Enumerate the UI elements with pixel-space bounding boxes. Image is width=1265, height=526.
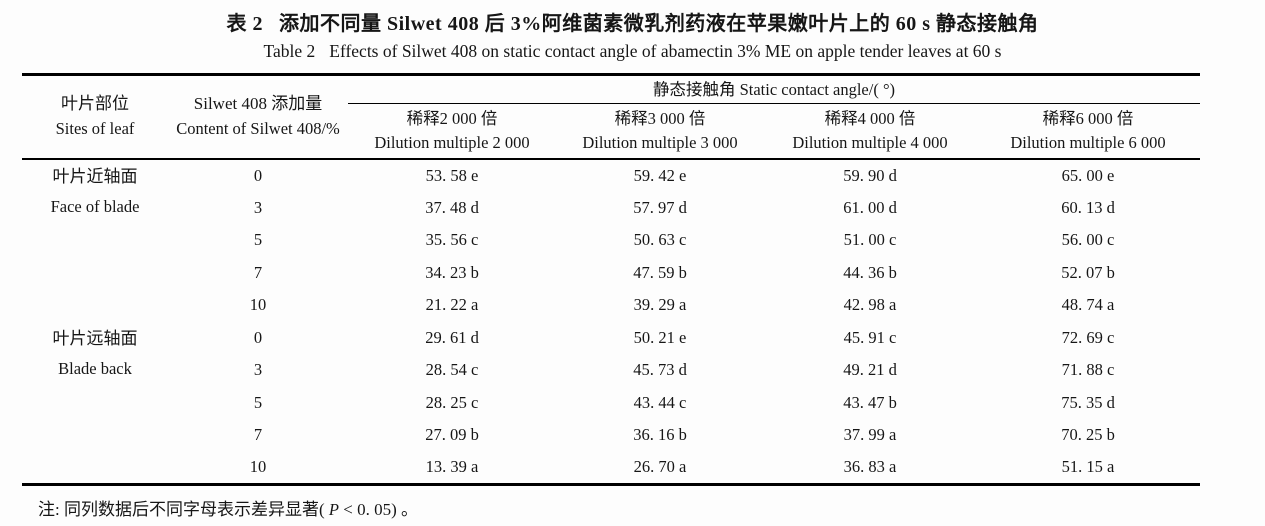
value-cell: 34. 23 b [425,262,479,282]
value-cell: 28. 25 c [425,392,479,412]
header-row-dilutions: 稀释2 000 倍 Dilution multiple 2 000 稀释3 00… [22,103,1200,160]
table-number-en: Table 2 [263,41,316,61]
dilution-label-en: Dilution multiple 2 000 [374,133,530,152]
value-cell: 36. 83 a [843,457,897,476]
header-site-cn: 叶片部位 [61,94,129,113]
value-cell: 42. 98 a [843,295,897,315]
header-content-cn: Silwet 408 添加量 [193,94,323,113]
value-cell: 36. 16 b [633,425,687,445]
value-cell: 45. 91 c [843,327,897,347]
value-cell: 47. 59 b [633,262,687,282]
value-cell: 26. 70 a [633,457,687,476]
table-row: 5 28. 25 c 43. 44 c 43. 47 b 75. 35 d [22,387,1200,420]
value-cell: 60. 13 d [1061,197,1115,217]
content-cell: 10 [249,295,267,315]
value-cell: 29. 61 d [425,327,479,347]
table-row: 5 35. 56 c 50. 63 c 51. 00 c 56. 00 c [22,224,1200,257]
value-cell: 43. 47 b [843,392,897,412]
content-cell: 3 [253,360,263,380]
content-cell: 7 [253,262,263,282]
page-title-cn: 表 2 添加不同量 Silwet 408 后 3%阿维菌素微乳剂药液在苹果嫩叶片上… [0,7,1265,36]
contact-angle-table: 叶片部位 Sites of leaf Silwet 408 添加量 Conten… [22,73,1200,486]
value-cell: 75. 35 d [1061,392,1115,412]
value-cell: 27. 09 b [425,425,479,445]
table-title-en-text: Effects of Silwet 408 on static contact … [329,41,1002,61]
value-cell: 70. 25 b [1061,425,1115,445]
header-row-top: 叶片部位 Sites of leaf Silwet 408 添加量 Conten… [22,74,1200,160]
table-row: 7 27. 09 b 36. 16 b 37. 99 a 70. 25 b [22,419,1200,452]
value-cell: 71. 88 c [1061,360,1115,380]
header-group-cell: 静态接触角 Static contact angle/( °) [348,74,1200,104]
value-cell: 44. 36 b [843,262,897,282]
value-cell: 51. 15 a [1061,457,1115,476]
value-cell: 56. 00 c [1061,230,1115,250]
value-cell: 37. 48 d [425,197,479,217]
header-dilution-cell: 稀释4 000 倍 Dilution multiple 4 000 [764,103,976,160]
table-row: 叶片远轴面 Blade back 0 29. 61 d 50. 21 e 45.… [22,322,1200,378]
header-content-cell: Silwet 408 添加量 Content of Silwet 408/% [168,74,348,160]
dilution-label-cn: 稀释3 000 倍 [614,109,706,128]
dilution-label-cn: 稀释2 000 倍 [406,109,498,128]
value-cell: 57. 97 d [633,197,687,217]
site-cell: 叶片近轴面 Face of blade [22,159,168,322]
header-dilution-cell: 稀释2 000 倍 Dilution multiple 2 000 [348,103,556,160]
site-label-en: Face of blade [50,197,140,216]
site-label-en: Blade back [58,358,132,378]
table-number-cn: 表 2 [226,13,263,35]
footnote-suffix: < 0. 05) 。 [338,500,418,519]
value-cell: 51. 00 c [843,230,897,250]
header-dilution-cell: 稀释3 000 倍 Dilution multiple 3 000 [556,103,764,160]
dilution-label-en: Dilution multiple 4 000 [792,133,948,152]
value-cell: 52. 07 b [1061,262,1115,282]
value-cell: 48. 74 a [1061,295,1115,315]
dilution-label-en: Dilution multiple 3 000 [582,133,738,152]
value-cell: 43. 44 c [633,392,687,412]
table-row: 3 37. 48 d 57. 97 d 61. 00 d 60. 13 d [22,192,1200,225]
value-cell: 39. 29 a [633,295,687,315]
table-title-cn-text: 添加不同量 Silwet 408 后 3%阿维菌素微乳剂药液在苹果嫩叶片上的 6… [279,13,1039,35]
value-cell: 35. 56 c [425,230,479,250]
content-cell: 10 [249,457,267,476]
value-cell: 21. 22 a [425,295,479,315]
content-cell: 0 [253,165,263,185]
table-row: 10 13. 39 a 26. 70 a 36. 83 a 51. 15 a [22,452,1200,485]
header-site-en: Sites of leaf [55,119,135,138]
site-label-cn: 叶片远轴面 [52,328,138,348]
content-cell: 5 [253,230,263,250]
value-cell: 28. 54 c [425,360,479,380]
content-cell: 5 [253,392,263,412]
value-cell: 50. 63 c [633,230,687,250]
footnote-prefix: 注: 同列数据后不同字母表示差异显著( [38,500,329,519]
header-content-en: Content of Silwet 408/% [176,119,340,138]
content-cell: 0 [253,327,263,347]
table-row: 10 21. 22 a 39. 29 a 42. 98 a 48. 74 a [22,289,1200,322]
header-dilution-cell: 稀释6 000 倍 Dilution multiple 6 000 [976,103,1200,160]
dilution-label-cn: 稀释6 000 倍 [1042,109,1134,128]
dilution-label-cn: 稀释4 000 倍 [824,109,916,128]
table-row: 7 34. 23 b 47. 59 b 44. 36 b 52. 07 b [22,257,1200,290]
value-cell: 72. 69 c [1061,327,1115,347]
value-cell: 53. 58 e [425,165,479,185]
footnote: 注: 同列数据后不同字母表示差异显著( P < 0. 05) 。 [38,495,418,520]
value-cell: 45. 73 d [633,360,687,380]
value-cell: 13. 39 a [425,457,479,476]
site-label-cn: 叶片近轴面 [52,167,138,186]
footnote-p-symbol: P [328,500,339,519]
value-cell: 65. 00 e [1061,165,1115,185]
value-cell: 61. 00 d [843,197,897,217]
dilution-label-en: Dilution multiple 6 000 [1010,133,1166,152]
page-title-en: Table 2 Effects of Silwet 408 on static c… [0,41,1265,62]
value-cell: 59. 42 e [633,165,687,185]
content-cell: 7 [253,425,263,445]
value-cell: 59. 90 d [843,165,897,185]
content-cell: 3 [253,197,263,217]
value-cell: 50. 21 e [633,327,687,347]
value-cell: 37. 99 a [843,425,897,445]
table-row: 叶片近轴面 Face of blade 0 53. 58 e 59. 42 e … [22,159,1200,216]
table-row: 3 28. 54 c 45. 73 d 49. 21 d 71. 88 c [22,354,1200,387]
site-cell: 叶片远轴面 Blade back [22,322,168,485]
header-site-cell: 叶片部位 Sites of leaf [22,74,168,160]
value-cell: 49. 21 d [843,360,897,380]
